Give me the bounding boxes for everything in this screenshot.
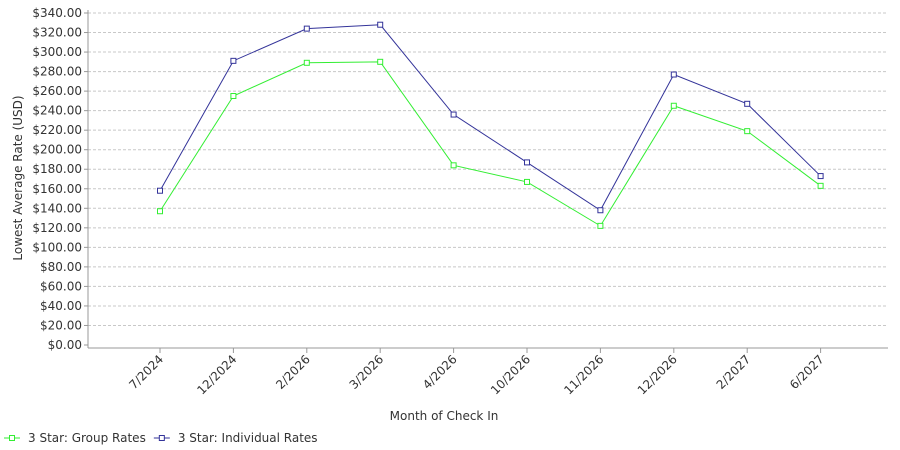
data-point xyxy=(230,93,237,99)
y-tick-label: $80.00 xyxy=(40,260,82,274)
y-tick-label: $260.00 xyxy=(32,84,82,98)
y-tick-label: $100.00 xyxy=(32,240,82,254)
data-point xyxy=(670,102,677,109)
y-tick-labels: $0.00 $20.00 $40.00 $60.00 $80.00 $100.00 $120… xyxy=(32,6,88,352)
data-point xyxy=(597,207,604,214)
x-tick-label: 7/2024 xyxy=(126,352,166,392)
axes xyxy=(87,10,888,349)
data-point xyxy=(670,71,677,78)
y-tick-label: $140.00 xyxy=(32,201,82,215)
data-point xyxy=(377,58,384,65)
y-tick-label: $180.00 xyxy=(32,162,82,176)
y-tick-label: $340.00 xyxy=(32,6,82,20)
data-point xyxy=(303,59,310,66)
series-1 xyxy=(157,58,824,229)
data-point xyxy=(744,100,751,107)
y-tick-label: $200.00 xyxy=(32,143,82,157)
x-tick-label: 3/2026 xyxy=(347,352,387,392)
y-axis-title: Lowest Average Rate (USD) xyxy=(11,95,25,260)
y-tick-label: $60.00 xyxy=(40,279,82,293)
y-tick-label: $320.00 xyxy=(32,26,82,40)
data-point xyxy=(450,111,457,118)
series-lines xyxy=(157,21,824,229)
x-tick-labels: 7/2024 12/2024 2/2026 3/2026 4/2026 10/2026 11… xyxy=(126,348,827,397)
x-tick-label: 10/2026 xyxy=(488,352,533,397)
legend-label: 3 Star: Individual Rates xyxy=(178,431,318,445)
y-tick-label: $0.00 xyxy=(48,338,82,352)
y-tick-label: $300.00 xyxy=(32,45,82,59)
legend: 3 Star: Group Rates 3 Star: Individual Ra… xyxy=(4,431,318,445)
y-tick-label: $220.00 xyxy=(32,123,82,137)
data-point xyxy=(450,162,457,169)
y-tick-label: $20.00 xyxy=(40,318,82,332)
data-point xyxy=(524,178,530,185)
data-point xyxy=(230,57,237,64)
y-tick-label: $240.00 xyxy=(32,104,82,118)
x-axis-title: Month of Check In xyxy=(390,409,499,423)
data-point xyxy=(597,222,604,229)
legend-item: 3 Star: Group Rates xyxy=(4,431,146,445)
data-point xyxy=(817,173,824,180)
x-tick-label: 11/2026 xyxy=(561,352,606,397)
x-tick-label: 2/2026 xyxy=(273,352,313,392)
y-tick-label: $40.00 xyxy=(40,299,82,313)
gridlines xyxy=(88,12,888,326)
data-point xyxy=(157,208,163,215)
legend-swatch-marker xyxy=(9,435,15,441)
series-2 xyxy=(157,21,824,214)
x-tick-label: 2/2027 xyxy=(714,352,754,392)
y-tick-label: $160.00 xyxy=(32,182,82,196)
data-point xyxy=(817,182,824,189)
x-tick-label: 4/2026 xyxy=(420,352,460,392)
x-tick-label: 12/2024 xyxy=(194,352,239,397)
data-point xyxy=(377,21,384,28)
series-line xyxy=(159,61,821,227)
legend-item: 3 Star: Individual Rates xyxy=(153,431,318,445)
data-point xyxy=(744,128,751,135)
data-point xyxy=(157,187,163,194)
legend-swatch-marker xyxy=(158,435,165,441)
y-tick-label: $280.00 xyxy=(32,65,82,79)
data-point xyxy=(524,159,530,166)
series-line xyxy=(159,24,821,211)
y-tick-label: $120.00 xyxy=(32,221,82,235)
x-tick-label: 6/2027 xyxy=(787,352,827,392)
data-point xyxy=(303,25,310,32)
x-tick-label: 12/2026 xyxy=(635,352,680,397)
legend-label: 3 Star: Group Rates xyxy=(28,431,146,445)
